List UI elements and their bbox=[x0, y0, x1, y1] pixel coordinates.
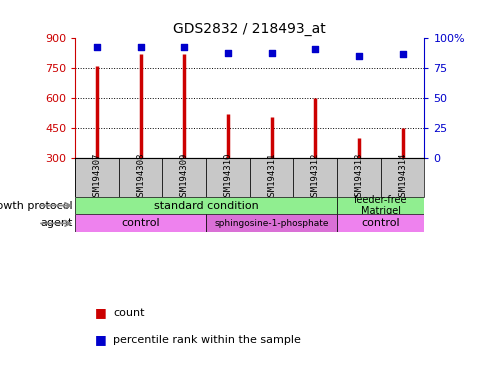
Bar bbox=[75, 157, 119, 197]
Point bbox=[398, 51, 406, 57]
Bar bbox=[119, 157, 162, 197]
Text: percentile rank within the sample: percentile rank within the sample bbox=[113, 335, 300, 345]
Text: count: count bbox=[113, 308, 144, 318]
Text: GSM194309: GSM194309 bbox=[180, 153, 188, 201]
Point bbox=[136, 44, 144, 50]
Text: sphingosine-1-phosphate: sphingosine-1-phosphate bbox=[214, 219, 328, 228]
Text: feeder-free
Matrigel: feeder-free Matrigel bbox=[353, 195, 407, 216]
Bar bbox=[75, 197, 336, 214]
Title: GDS2832 / 218493_at: GDS2832 / 218493_at bbox=[173, 22, 325, 36]
Bar bbox=[336, 197, 424, 214]
Point bbox=[354, 53, 362, 60]
Text: growth protocol: growth protocol bbox=[0, 200, 73, 210]
Point bbox=[93, 44, 101, 50]
Bar bbox=[249, 157, 293, 197]
Bar bbox=[336, 214, 424, 232]
Bar bbox=[293, 157, 336, 197]
Point bbox=[311, 46, 318, 52]
Text: GSM194308: GSM194308 bbox=[136, 153, 145, 201]
Text: GSM194312: GSM194312 bbox=[310, 153, 319, 201]
Text: agent: agent bbox=[41, 218, 73, 228]
Bar bbox=[206, 214, 336, 232]
Text: GSM194310: GSM194310 bbox=[223, 153, 232, 201]
Bar bbox=[75, 214, 206, 232]
Text: control: control bbox=[121, 218, 160, 228]
Text: ■: ■ bbox=[94, 333, 106, 346]
Text: control: control bbox=[361, 218, 399, 228]
Text: GSM194314: GSM194314 bbox=[397, 153, 406, 201]
Bar bbox=[380, 157, 424, 197]
Bar bbox=[336, 157, 380, 197]
Text: GSM194307: GSM194307 bbox=[92, 153, 101, 201]
Text: ■: ■ bbox=[94, 306, 106, 319]
Bar bbox=[162, 157, 206, 197]
Point bbox=[180, 44, 188, 50]
Text: GSM194313: GSM194313 bbox=[354, 153, 363, 201]
Point bbox=[224, 50, 231, 56]
Point bbox=[267, 50, 275, 56]
Text: GSM194311: GSM194311 bbox=[267, 153, 275, 201]
Text: standard condition: standard condition bbox=[153, 200, 258, 210]
Bar bbox=[206, 157, 249, 197]
